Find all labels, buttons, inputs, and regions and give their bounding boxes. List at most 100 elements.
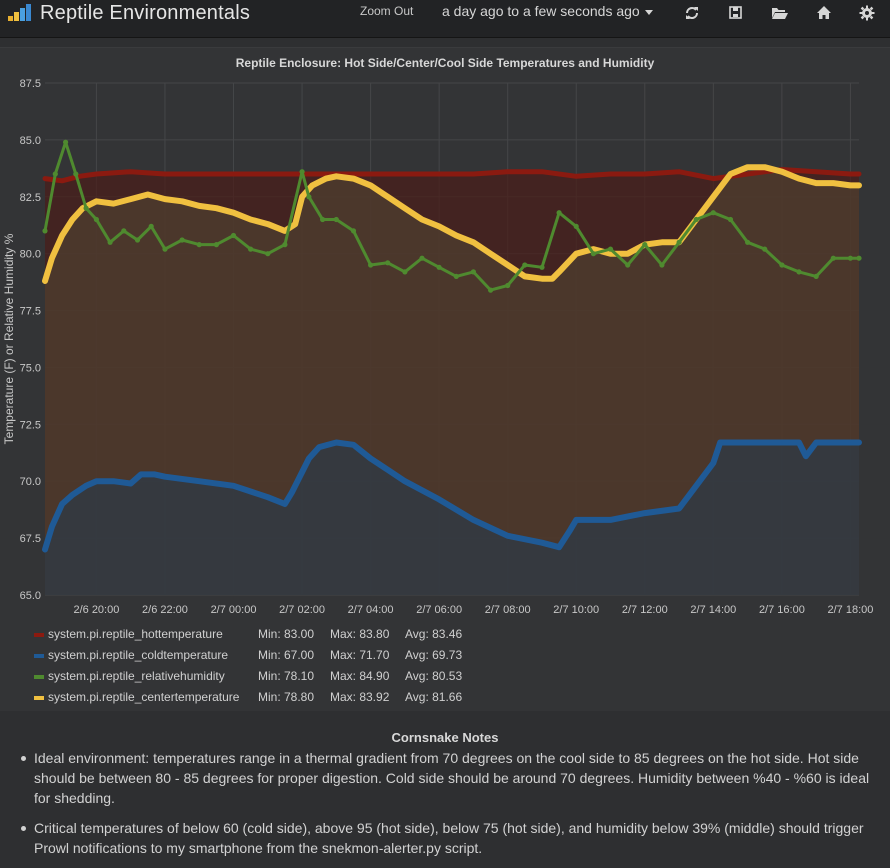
series-point — [402, 269, 408, 275]
series-point — [73, 171, 79, 177]
note-text: Critical temperatures of below 60 (cold … — [34, 820, 864, 856]
series-point — [230, 232, 237, 239]
series-point — [607, 246, 614, 252]
y-tick-label: 75.0 — [20, 362, 41, 374]
folder-open-icon[interactable] — [771, 5, 788, 21]
y-tick-label: 82.5 — [20, 192, 41, 204]
home-icon[interactable] — [816, 5, 832, 21]
series-point — [727, 216, 734, 223]
y-tick-label: 80.0 — [20, 249, 41, 261]
chart-title: Reptile Enclosure: Hot Side/Center/Cool … — [235, 56, 655, 70]
legend-swatch — [34, 696, 44, 700]
x-tick-label: 2/7 04:00 — [348, 604, 394, 616]
series-point — [83, 205, 89, 211]
top-navbar: Reptile Environmentals Zoom Out a day ag… — [0, 0, 890, 38]
series-point — [625, 262, 631, 268]
series-point — [436, 264, 442, 270]
series-point — [505, 282, 511, 289]
bullet-icon — [21, 756, 26, 761]
series-point — [710, 210, 716, 216]
series-point — [333, 216, 339, 223]
bar-chart-logo-icon — [8, 3, 36, 23]
series-line — [42, 167, 862, 184]
x-tick-label: 2/7 14:00 — [690, 604, 736, 616]
x-tick-label: 2/7 18:00 — [827, 604, 873, 616]
note-text: Ideal environment: temperatures range in… — [34, 750, 870, 806]
series-point — [52, 171, 58, 177]
legend-avg-value: Avg: 80.53 — [405, 669, 463, 683]
note-item: Ideal environment: temperatures range in… — [0, 748, 890, 808]
series-point — [196, 242, 202, 248]
zoom-out-button[interactable]: Zoom Out — [360, 4, 414, 18]
legend-avg-value: Avg: 83.46 — [405, 627, 463, 641]
y-tick-label: 65.0 — [20, 590, 41, 602]
gear-icon[interactable] — [859, 5, 875, 21]
series-point — [659, 262, 665, 268]
note-item: Critical temperatures of below 60 (cold … — [0, 818, 890, 858]
y-axis-title: Temperature (F) or Relative Humidity % — [2, 233, 16, 444]
series-point — [745, 239, 751, 245]
series-line — [42, 439, 862, 553]
series-point — [539, 264, 545, 270]
series-fill — [45, 442, 859, 595]
series-point — [779, 262, 785, 268]
legend-max-value: Max: 71.70 — [330, 648, 390, 662]
x-tick-label: 2/7 02:00 — [279, 604, 325, 616]
bullet-icon — [21, 826, 26, 831]
brand[interactable]: Reptile Environmentals — [8, 0, 250, 26]
graph-panel: Reptile Enclosure: Hot Side/Center/Cool … — [0, 47, 890, 711]
series-point — [693, 216, 699, 223]
series-point — [320, 216, 326, 223]
caret-down-icon — [644, 9, 653, 15]
y-tick-label: 70.0 — [20, 476, 41, 488]
time-range-picker[interactable]: a day ago to a few seconds ago — [442, 3, 653, 19]
time-range-label: a day ago to a few seconds ago — [442, 3, 640, 19]
series-point — [676, 239, 682, 245]
series-point — [148, 223, 154, 229]
dashboard-title: Reptile Environmentals — [40, 1, 251, 24]
x-tick-label: 2/7 10:00 — [553, 604, 599, 616]
series-point — [556, 210, 562, 216]
series-point — [847, 255, 854, 261]
legend-min-value: Min: 67.00 — [258, 648, 315, 662]
legend-swatch — [34, 633, 44, 637]
series-point — [162, 246, 168, 252]
refresh-icon[interactable] — [684, 5, 700, 21]
legend-swatch — [34, 654, 44, 658]
legend-avg-value: Avg: 81.66 — [405, 690, 463, 704]
series-point — [265, 251, 271, 257]
series-point — [385, 260, 391, 266]
legend-min-value: Min: 78.80 — [258, 690, 315, 704]
series-point — [642, 242, 648, 248]
series-point — [762, 246, 768, 252]
x-tick-label: 2/7 08:00 — [485, 604, 531, 616]
save-icon[interactable] — [728, 5, 744, 21]
series-point — [306, 194, 312, 200]
series-point — [590, 251, 597, 257]
legend-min-value: Min: 78.10 — [258, 669, 315, 683]
series-point — [522, 262, 528, 268]
series-point — [93, 216, 99, 223]
legend-series-name: system.pi.reptile_relativehumidity — [48, 669, 225, 683]
series-point — [856, 255, 862, 261]
x-tick-label: 2/6 22:00 — [142, 604, 188, 616]
series-line — [42, 164, 862, 284]
temperature-humidity-chart[interactable]: 65.0 67.5 70.0 72.5 75.0 77.5 80.0 82.5 85.0 87.5… — [0, 48, 890, 623]
x-tick-label: 2/7 12:00 — [622, 604, 668, 616]
legend-max-value: Max: 83.92 — [330, 690, 390, 704]
series-point — [470, 269, 476, 275]
series-point — [63, 139, 69, 145]
y-tick-label: 87.5 — [20, 78, 41, 90]
notes-title: Cornsnake Notes — [391, 730, 499, 745]
series-point — [813, 273, 819, 279]
legend-max-value: Max: 83.80 — [330, 627, 390, 641]
series-point — [299, 169, 305, 175]
series-point — [282, 242, 288, 248]
series-point — [121, 228, 127, 234]
series-point — [107, 239, 113, 245]
y-tick-label: 72.5 — [20, 419, 41, 431]
series-point — [488, 287, 494, 293]
legend-min-value: Min: 83.00 — [258, 627, 315, 641]
x-tick-label: 2/6 20:00 — [73, 604, 119, 616]
legend-swatch — [34, 675, 44, 679]
